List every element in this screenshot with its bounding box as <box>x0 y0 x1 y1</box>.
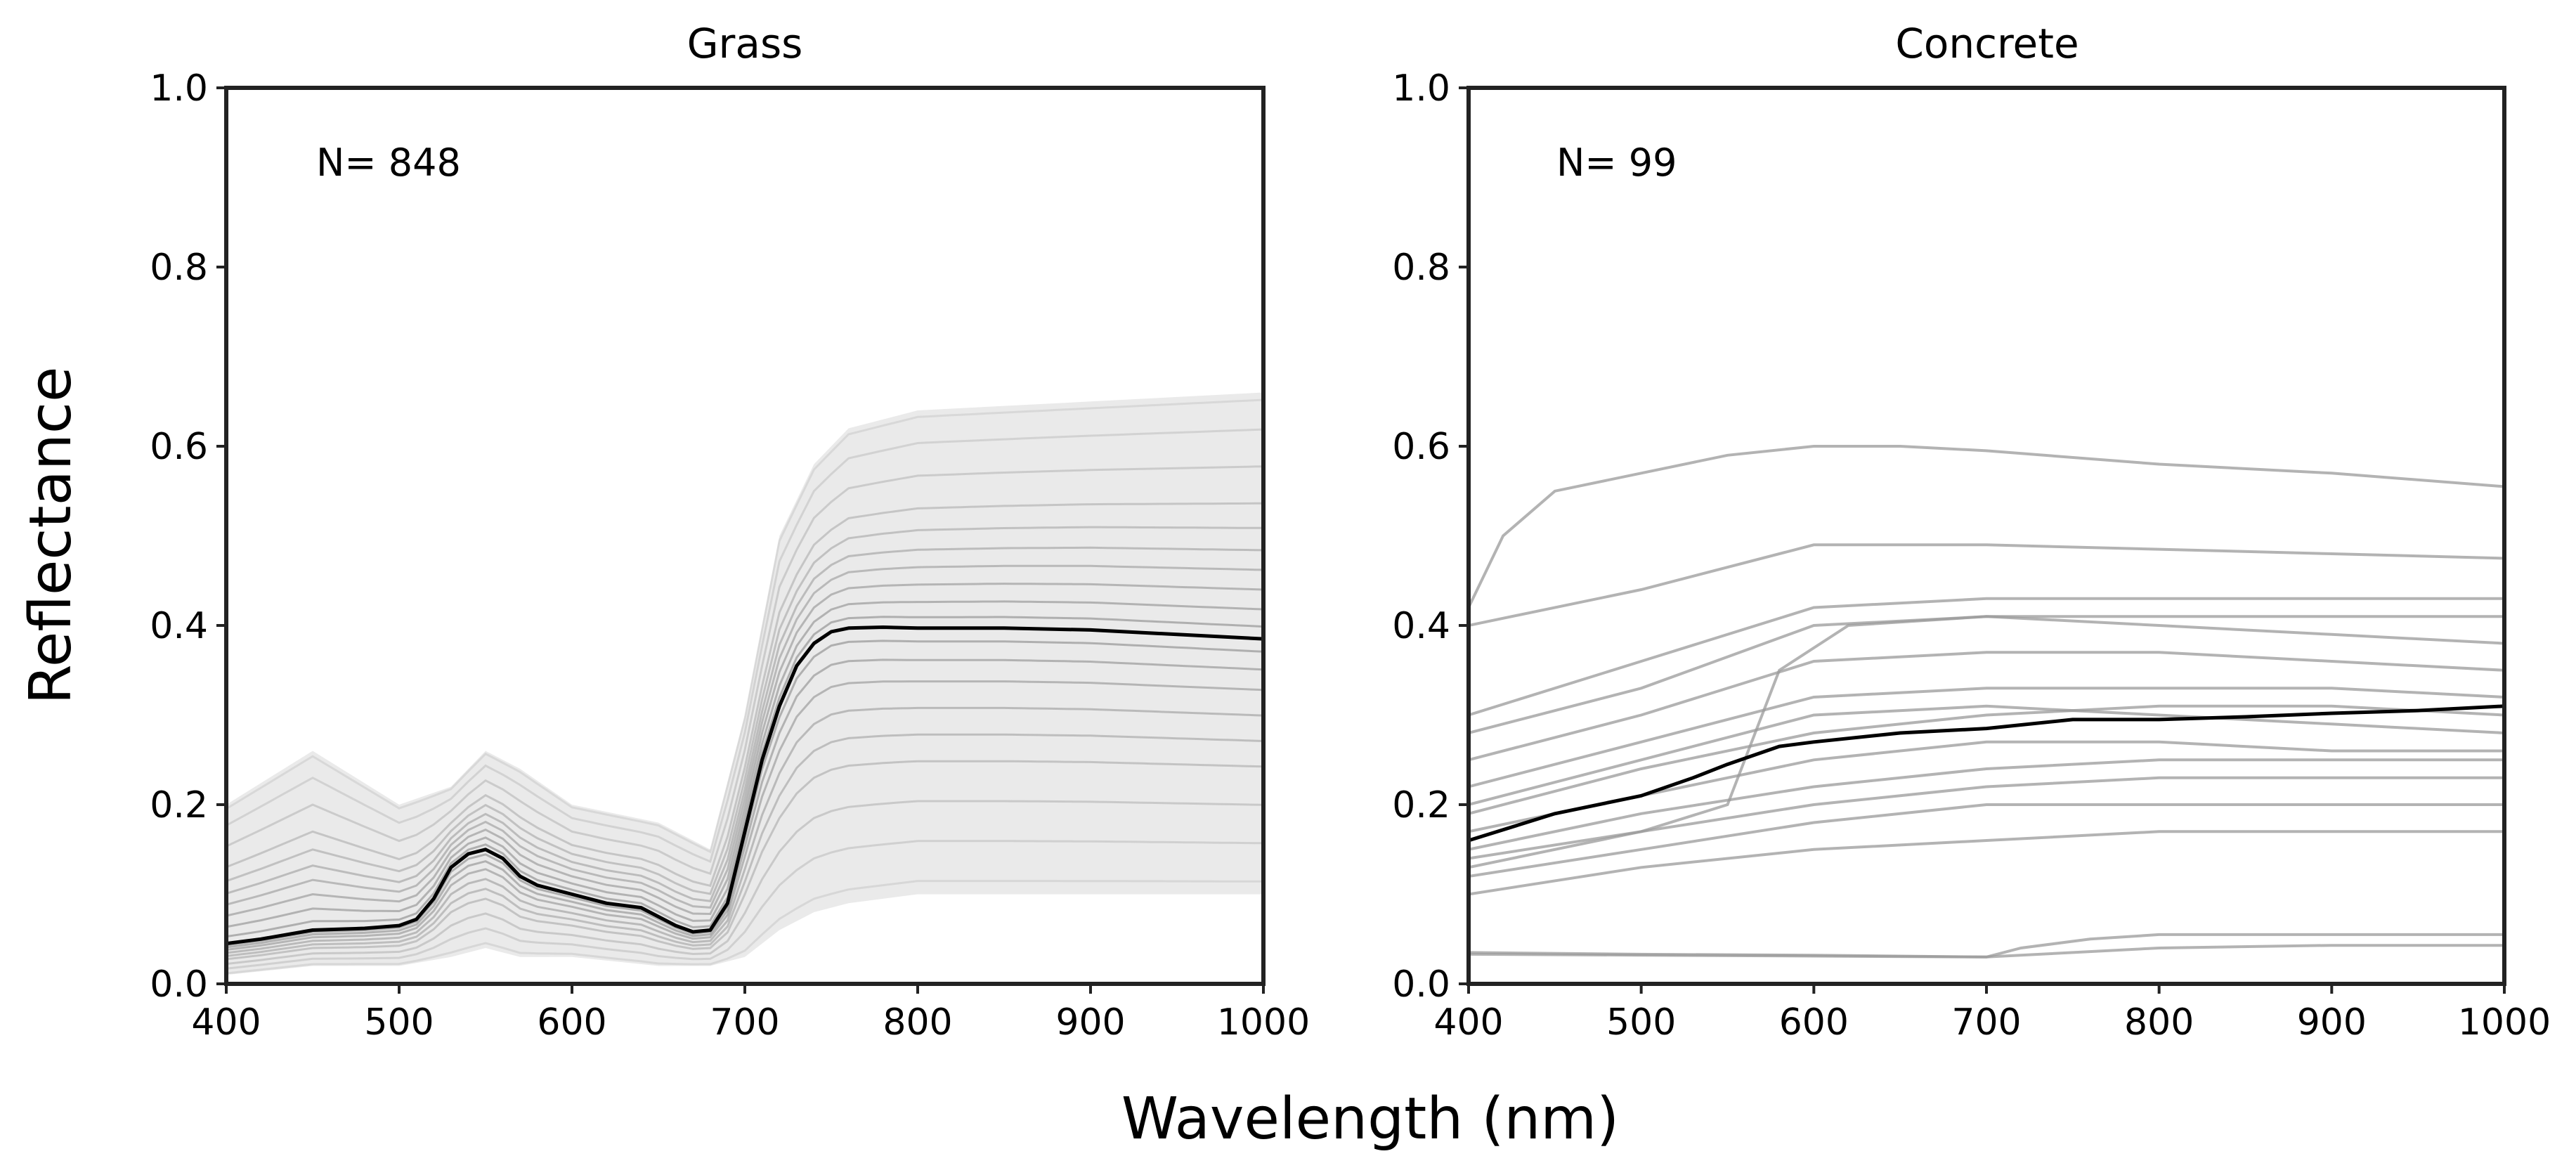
x-tick-label: 800 <box>2124 1001 2194 1044</box>
spectrum-line <box>226 880 1263 975</box>
spectrum-line <box>1469 704 2504 806</box>
x-tick-label: 700 <box>710 1001 779 1044</box>
spectrum-line <box>226 583 1263 917</box>
y-tick-label: 0.2 <box>1392 784 1450 826</box>
spectrum-line <box>1469 651 2504 762</box>
chart-title-grass: Grass <box>687 20 803 67</box>
spectrum-line <box>226 428 1263 864</box>
mean-spectrum-line <box>1469 704 2504 843</box>
y-tick-label: 0.4 <box>1392 605 1450 647</box>
mean-spectrum-line <box>226 625 1263 946</box>
x-tick-label: 900 <box>2297 1001 2367 1044</box>
spectrum-line <box>226 658 1263 949</box>
y-tick-label: 0.8 <box>150 247 208 289</box>
sample-count-annotation-grass: N= 848 <box>316 141 461 185</box>
plot-frame-concrete <box>1466 86 2506 986</box>
sample-count-annotation-concrete: N= 99 <box>1556 141 1677 185</box>
x-tick-label: 800 <box>883 1001 952 1044</box>
spectrum-line <box>1469 944 2504 959</box>
y-tick-label: 0.0 <box>1392 963 1450 1006</box>
spectrum-line <box>1469 803 2504 878</box>
spectrum-line <box>226 600 1263 928</box>
x-tick-label: 1000 <box>2458 1001 2551 1044</box>
y-tick-label: 0.2 <box>150 784 208 826</box>
figure-x-axis-label: Wavelength (nm) <box>1121 1086 1619 1153</box>
spectrum-line <box>226 465 1263 876</box>
spectrum-line <box>226 706 1263 954</box>
spectrum-line <box>1469 758 2504 851</box>
x-tick-label: 400 <box>1433 1001 1503 1044</box>
x-tick-label: 600 <box>1779 1001 1849 1044</box>
spectrum-line <box>1469 704 2504 815</box>
spectrum-line <box>226 680 1263 951</box>
chart-panel-grass: Grass N= 848 400 500 600 700 800 900 1000 0.0 0… <box>150 20 1310 1044</box>
y-tick-label: 0.4 <box>150 605 208 647</box>
x-tick-label: 700 <box>1951 1001 2021 1044</box>
spectrum-line <box>1469 830 2504 896</box>
x-tick-label: 500 <box>364 1001 434 1044</box>
x-tick-label: 400 <box>191 1001 261 1044</box>
spectra-envelope <box>226 392 1263 975</box>
y-tick-label: 0.0 <box>150 963 208 1006</box>
x-tick-label: 1000 <box>1217 1001 1310 1044</box>
spectrum-line <box>1469 543 2504 627</box>
spectrum-line <box>226 398 1263 854</box>
spectrum-line <box>226 526 1263 895</box>
spectrum-line <box>226 502 1263 888</box>
y-tick-label: 0.6 <box>150 426 208 468</box>
y-tick-label: 0.8 <box>1392 247 1450 289</box>
spectrum-line <box>226 840 1263 970</box>
spectrum-line <box>1469 776 2504 869</box>
spectrum-line <box>226 760 1263 961</box>
spectrum-line <box>1469 445 2504 609</box>
y-tick-label: 0.6 <box>1392 426 1450 468</box>
spectrum-line <box>226 800 1263 966</box>
y-tick-label: 1.0 <box>150 67 208 110</box>
spectrum-line <box>226 564 1263 909</box>
spectrum-line <box>226 546 1263 902</box>
figure-y-axis-label: Reflectance <box>18 367 84 705</box>
chart-panel-concrete: Concrete N= 99 400 500 600 700 800 900 1000 0.… <box>1392 20 2551 1044</box>
x-tick-label: 500 <box>1606 1001 1676 1044</box>
spectrum-line <box>1469 687 2504 788</box>
x-tick-label: 900 <box>1055 1001 1125 1044</box>
x-tick-label: 600 <box>537 1001 606 1044</box>
spectrum-line <box>226 733 1263 957</box>
chart-title-concrete: Concrete <box>1895 20 2079 67</box>
spectrum-line <box>1469 615 2504 860</box>
spectrum-line <box>1469 597 2504 717</box>
y-tick-label: 1.0 <box>1392 67 1450 110</box>
